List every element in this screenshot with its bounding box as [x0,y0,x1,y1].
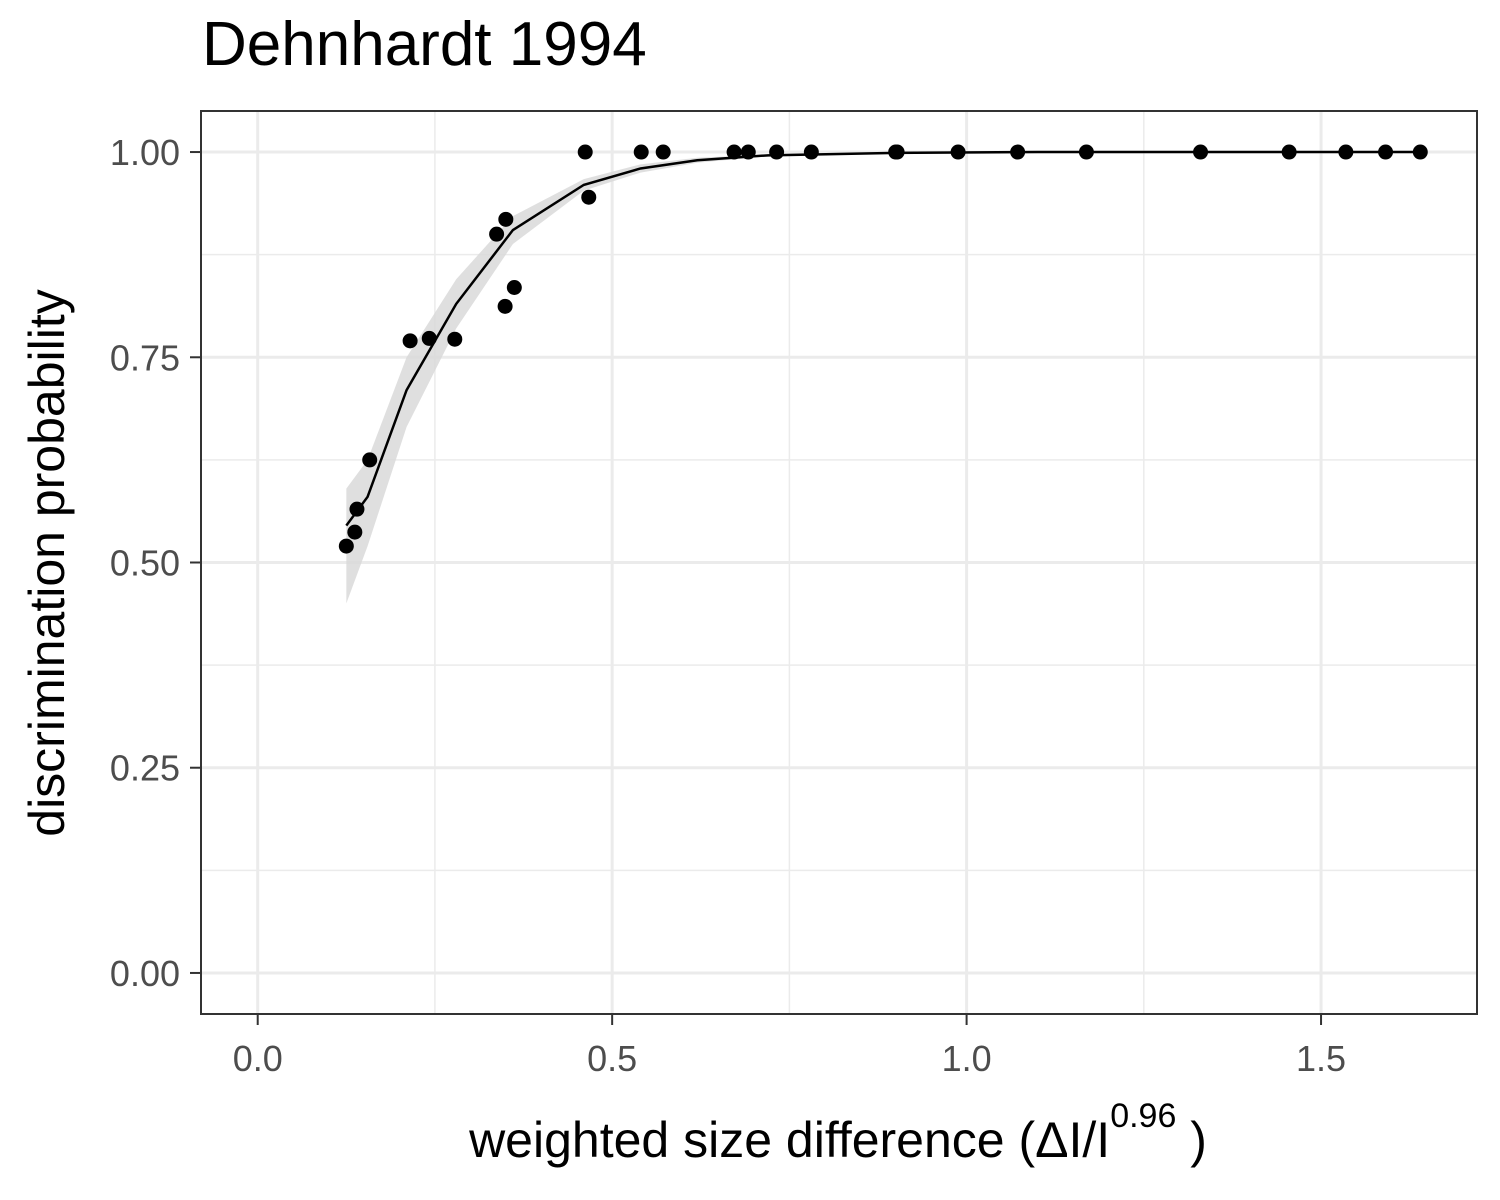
fit-line [345,150,1421,527]
tick-label-layer: 0.0 0.5 1.0 1.5 0.00 0.25 0.50 0.75 1.00 [110,132,1346,1079]
grid-layer [201,111,1477,1014]
data-point [740,144,756,160]
data-point [497,298,513,314]
data-point [633,144,649,160]
x-axis-title-suffix: ) [1176,1112,1207,1168]
data-point [402,333,418,349]
x-axis-title: weighted size difference (ΔI/I0.96 ) [468,1097,1207,1168]
tick-layer [190,151,1323,1025]
data-point [769,144,785,160]
data-point [506,279,522,295]
data-point [447,331,463,347]
y-tick-label: 1.00 [110,132,180,173]
data-point [803,144,819,160]
data-point [489,226,505,242]
y-tick-label: 0.25 [110,748,180,789]
y-tick-label: 0.75 [110,337,180,378]
data-point [1338,144,1354,160]
data-point [362,452,378,468]
data-point [1378,144,1394,160]
x-tick-label: 0.0 [233,1038,283,1079]
x-tick-label: 0.5 [587,1038,637,1079]
y-axis-title: discrimination probability [19,289,75,836]
x-axis-title-main: weighted size difference (ΔI/I [468,1112,1110,1168]
data-point [1281,144,1297,160]
y-tick-label: 0.50 [110,543,180,584]
fit-line-layer [345,150,1421,527]
point-layer [338,144,1428,554]
data-point [1412,144,1428,160]
data-point [421,330,437,346]
data-point [577,144,593,160]
data-point [950,144,966,160]
data-point [347,524,363,540]
y-tick-label: 0.00 [110,953,180,994]
data-point [1010,144,1026,160]
data-point [349,501,365,517]
data-point [726,144,742,160]
data-point [498,211,514,227]
x-tick-label: 1.5 [1296,1038,1346,1079]
x-axis-title-superscript: 0.96 [1110,1097,1176,1135]
chart-title: Dehnhardt 1994 [202,10,647,79]
data-point [655,144,671,160]
data-point [1078,144,1094,160]
data-point [581,189,597,205]
x-tick-label: 1.0 [942,1038,992,1079]
data-point [338,538,354,554]
data-point [1193,144,1209,160]
data-point [889,144,905,160]
